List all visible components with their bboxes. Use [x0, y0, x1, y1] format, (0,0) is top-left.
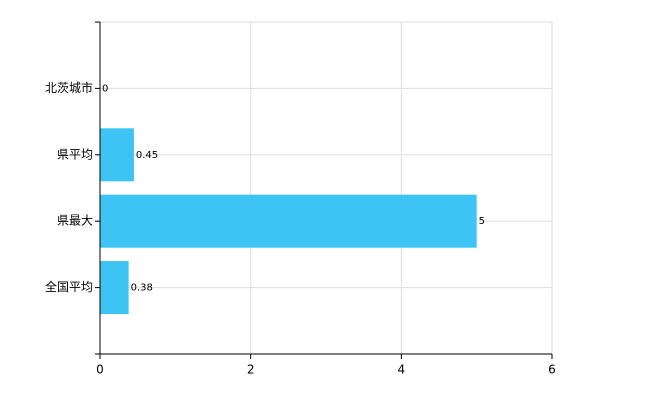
y-tick-label: 県最大 [57, 214, 93, 228]
x-tick-label: 6 [548, 363, 556, 377]
value-label: 0 [102, 83, 108, 94]
x-tick-label: 0 [96, 363, 104, 377]
value-label: 5 [479, 216, 485, 227]
y-tick-label: 北茨城市 [45, 80, 93, 95]
y-tick-label: 県平均 [57, 147, 93, 161]
x-tick-label: 2 [247, 363, 255, 377]
bar [100, 194, 477, 248]
x-tick-label: 4 [398, 363, 406, 377]
value-label: 0.38 [131, 283, 153, 294]
bar [100, 261, 129, 315]
value-label: 0.45 [136, 150, 158, 161]
y-tick-label: 全国平均 [45, 279, 93, 294]
bar [100, 128, 134, 182]
